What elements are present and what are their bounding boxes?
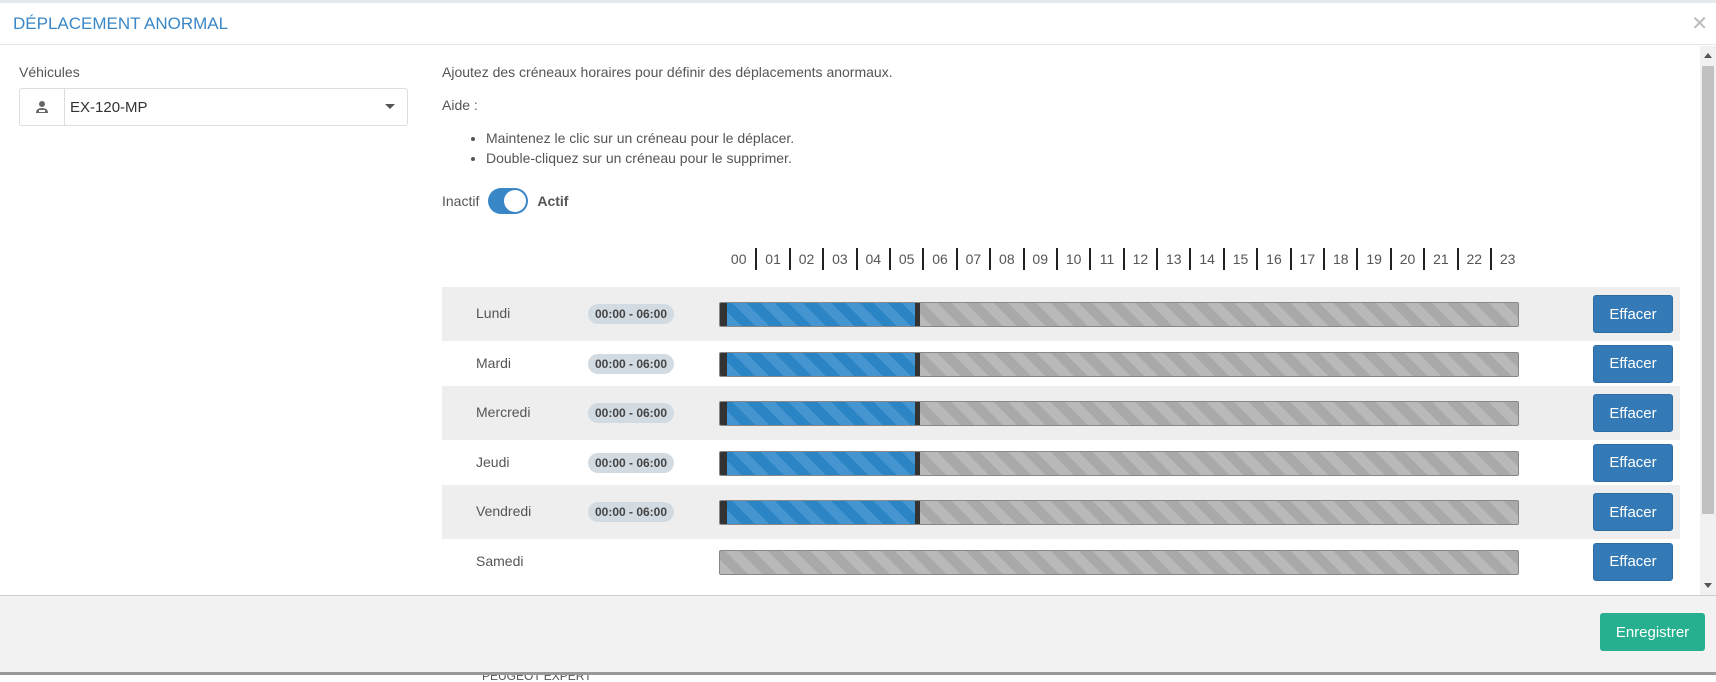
hour-label: 00: [730, 251, 747, 267]
vehicle-select-value: EX-120-MP: [70, 99, 148, 116]
timeline-bar[interactable]: [719, 351, 1519, 377]
time-range-badge: 00:00 - 06:00: [588, 403, 674, 423]
hour-label: 17: [1289, 248, 1323, 270]
scroll-down-icon[interactable]: [1704, 583, 1712, 588]
day-row-vendredi: Vendredi 00:00 - 06:00 Effacer: [442, 485, 1680, 539]
hour-label: 02: [788, 248, 822, 270]
timeline-bar[interactable]: [719, 549, 1519, 575]
modal-header: DÉPLACEMENT ANORMAL ✕: [0, 3, 1716, 45]
active-toggle[interactable]: [488, 188, 529, 214]
time-range-badge: 00:00 - 06:00: [588, 304, 674, 324]
day-row-samedi: Samedi Effacer: [442, 535, 1680, 589]
timeline-bar[interactable]: [719, 302, 1519, 327]
hour-label: 20: [1389, 248, 1423, 270]
close-icon[interactable]: ✕: [1691, 13, 1708, 35]
time-range-badge: 00:00 - 06:00: [588, 452, 674, 473]
vehicles-label: Véhicules: [19, 64, 80, 80]
clear-button[interactable]: Effacer: [1593, 344, 1673, 383]
chevron-down-icon: [385, 104, 395, 109]
time-slot[interactable]: [720, 303, 920, 326]
hour-label: 15: [1222, 248, 1256, 270]
hour-label: 16: [1256, 248, 1289, 270]
active-toggle-group: Inactif Actif: [442, 188, 568, 214]
time-slot[interactable]: [720, 402, 920, 425]
background-page: PEUGEOT EXPERT: [0, 672, 1716, 682]
driver-icon: [20, 89, 65, 125]
modal-footer: Enregistrer: [0, 595, 1716, 672]
hour-label: 19: [1356, 248, 1389, 270]
hour-label: 23: [1489, 248, 1523, 270]
clear-button[interactable]: Effacer: [1593, 295, 1673, 333]
hour-label: 21: [1423, 248, 1456, 270]
day-row-mardi: Mardi 00:00 - 06:00 Effacer: [442, 337, 1680, 391]
day-label: Lundi: [476, 305, 511, 321]
day-label: Mardi: [476, 354, 512, 371]
hour-label: 04: [855, 248, 889, 270]
hour-label: 10: [1055, 248, 1089, 270]
day-row-lundi: Lundi 00:00 - 06:00 Effacer: [442, 287, 1680, 341]
help-item: Double-cliquez sur un créneau pour le su…: [486, 148, 794, 168]
hour-header: 00 01 02 03 04 05 06 07 08 09 10 11 12 13 14 15 16 17 18 19…: [722, 248, 1523, 270]
day-label: Mercredi: [476, 404, 531, 420]
timeline-bar[interactable]: [719, 500, 1519, 525]
day-row-jeudi: Jeudi 00:00 - 06:00 Effacer: [442, 436, 1680, 490]
hour-label: 06: [922, 248, 955, 270]
day-label: Samedi: [476, 552, 524, 569]
time-range-badge: 00:00 - 06:00: [588, 353, 674, 374]
hour-label: 09: [1022, 248, 1056, 270]
background-text: PEUGEOT EXPERT: [482, 672, 592, 682]
hour-label: 03: [822, 248, 855, 270]
hour-label: 12: [1122, 248, 1156, 270]
toggle-off-label: Inactif: [442, 193, 480, 209]
hour-label: 13: [1156, 248, 1189, 270]
clear-button[interactable]: Effacer: [1593, 394, 1673, 432]
day-row-mercredi: Mercredi 00:00 - 06:00 Effacer: [442, 386, 1680, 440]
scroll-up-icon[interactable]: [1704, 53, 1712, 58]
day-label: Vendredi: [476, 503, 532, 519]
time-slot[interactable]: [720, 352, 920, 376]
modal-body: Véhicules EX-120-MP Ajoutez des créneaux…: [0, 46, 1716, 595]
scrollbar[interactable]: [1700, 46, 1716, 595]
modal-title: DÉPLACEMENT ANORMAL: [13, 14, 229, 33]
toggle-knob: [504, 190, 527, 212]
top-border: [0, 0, 1716, 3]
hour-label: 08: [989, 248, 1022, 270]
time-slot[interactable]: [720, 501, 920, 524]
hour-label: 05: [888, 248, 922, 270]
clear-button[interactable]: Effacer: [1593, 443, 1673, 482]
timeline-bar[interactable]: [719, 450, 1519, 476]
hour-label: 18: [1323, 248, 1356, 270]
clear-button[interactable]: Effacer: [1593, 542, 1673, 581]
clear-button[interactable]: Effacer: [1593, 493, 1673, 531]
help-intro: Ajoutez des créneaux horaires pour défin…: [442, 64, 893, 80]
day-label: Jeudi: [476, 453, 510, 470]
vehicle-select[interactable]: EX-120-MP: [19, 88, 408, 126]
hour-label: 14: [1189, 248, 1222, 270]
save-button[interactable]: Enregistrer: [1600, 613, 1705, 651]
toggle-on-label: Actif: [537, 193, 569, 209]
time-range-badge: 00:00 - 06:00: [588, 502, 674, 522]
timeline-bar[interactable]: [719, 401, 1519, 426]
hour-label: 01: [755, 248, 788, 270]
hour-label: 07: [955, 248, 989, 270]
hour-label: 22: [1456, 248, 1490, 270]
time-slot[interactable]: [720, 451, 920, 475]
help-list: Maintenez le clic sur un créneau pour le…: [486, 128, 794, 168]
scrollbar-thumb[interactable]: [1702, 66, 1714, 514]
hour-label: 11: [1089, 248, 1122, 270]
help-item: Maintenez le clic sur un créneau pour le…: [486, 128, 794, 148]
help-title: Aide :: [442, 97, 478, 113]
